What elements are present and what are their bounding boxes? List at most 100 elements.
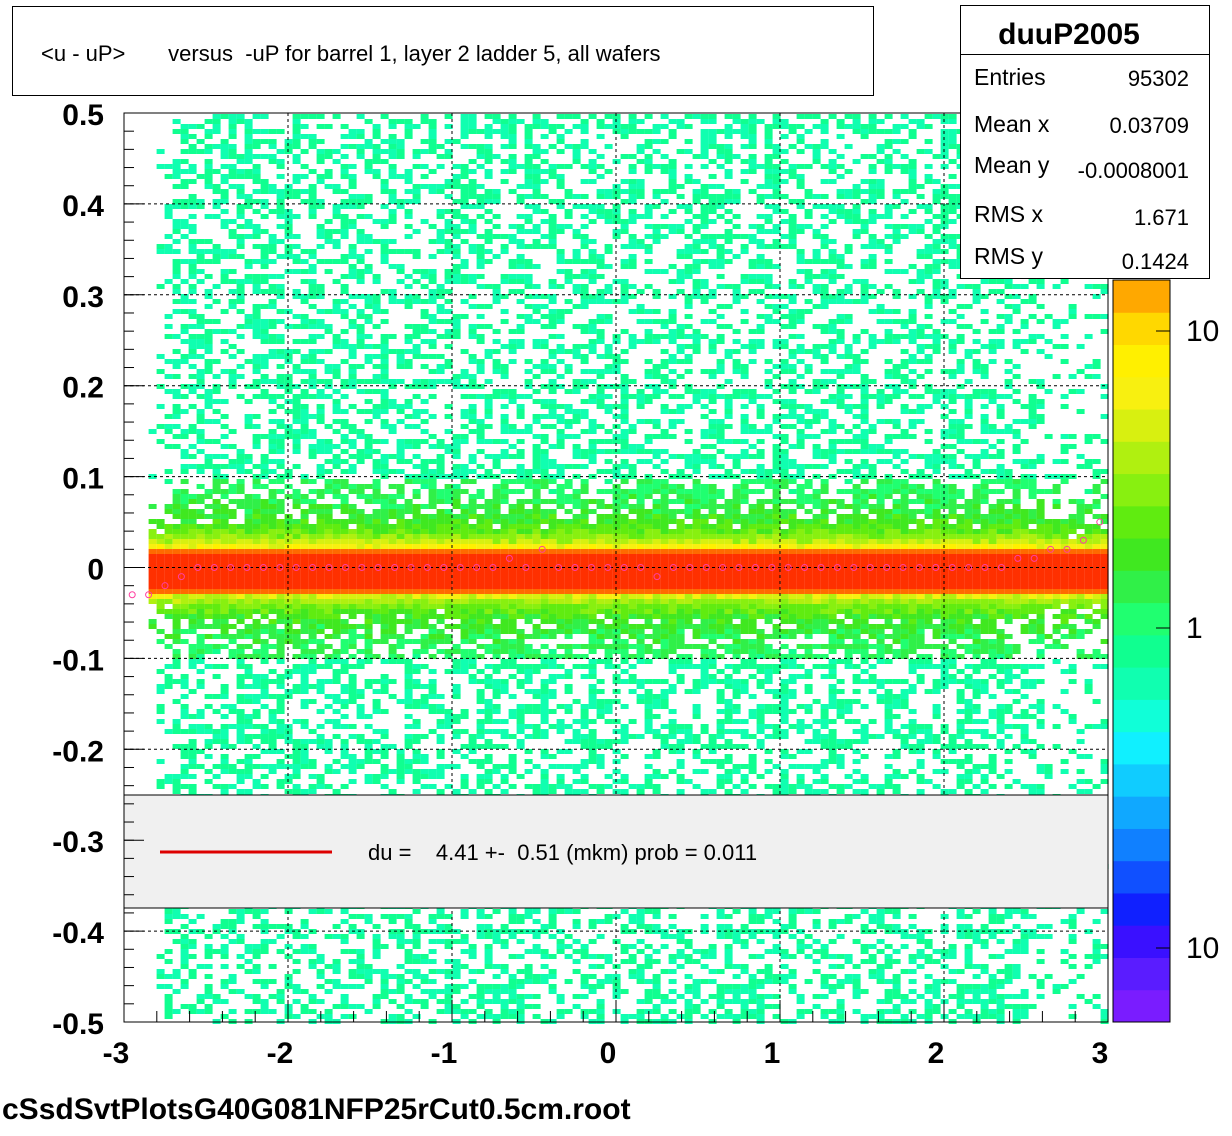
heatmap-cell xyxy=(428,139,437,144)
heatmap-cell xyxy=(492,784,501,789)
heatmap-cell xyxy=(188,344,197,349)
heatmap-cell xyxy=(556,489,565,494)
heatmap-cell xyxy=(484,559,493,564)
heatmap-cell xyxy=(548,299,557,304)
heatmap-cell xyxy=(468,229,477,234)
heatmap-cell xyxy=(172,624,181,629)
heatmap-cell xyxy=(372,739,381,744)
heatmap-cell xyxy=(364,319,373,324)
heatmap-cell xyxy=(212,129,221,134)
heatmap-cell xyxy=(412,649,421,654)
heatmap-cell xyxy=(276,709,285,714)
heatmap-cell xyxy=(332,409,341,414)
heatmap-cell xyxy=(260,554,269,559)
heatmap-cell xyxy=(348,304,357,309)
heatmap-cell xyxy=(316,569,325,574)
heatmap-cell xyxy=(196,569,205,574)
heatmap-cell xyxy=(452,214,461,219)
heatmap-cell xyxy=(244,664,253,669)
heatmap-cell xyxy=(380,729,389,734)
heatmap-cell xyxy=(292,644,301,649)
heatmap-cell xyxy=(244,494,253,499)
heatmap-cell xyxy=(436,354,445,359)
heatmap-cell xyxy=(236,184,245,189)
heatmap-cell xyxy=(196,449,205,454)
heatmap-cell xyxy=(380,659,389,664)
heatmap-cell xyxy=(460,114,469,119)
heatmap-cell xyxy=(372,134,381,139)
heatmap-cell xyxy=(380,544,389,549)
heatmap-cell xyxy=(372,1004,381,1009)
heatmap-cell xyxy=(516,229,525,234)
heatmap-cell xyxy=(412,909,421,914)
heatmap-cell xyxy=(460,784,469,789)
heatmap-cell xyxy=(244,174,253,179)
heatmap-cell xyxy=(540,404,549,409)
heatmap-cell xyxy=(388,789,397,794)
heatmap-cell xyxy=(460,394,469,399)
heatmap-cell xyxy=(300,174,309,179)
heatmap-cell xyxy=(204,294,213,299)
heatmap-cell xyxy=(404,119,413,124)
heatmap-cell xyxy=(180,604,189,609)
heatmap-cell xyxy=(236,759,245,764)
heatmap-cell xyxy=(164,244,173,249)
heatmap-cell xyxy=(196,414,205,419)
heatmap-cell xyxy=(500,279,509,284)
heatmap-cell xyxy=(492,554,501,559)
heatmap-cell xyxy=(276,604,285,609)
heatmap-cell xyxy=(204,664,213,669)
heatmap-cell xyxy=(300,1009,309,1014)
heatmap-cell xyxy=(380,519,389,524)
heatmap-cell xyxy=(292,609,301,614)
heatmap-cell xyxy=(204,964,213,969)
heatmap-cell xyxy=(276,519,285,524)
heatmap-cell xyxy=(220,769,229,774)
heatmap-cell xyxy=(420,759,429,764)
heatmap-cell xyxy=(172,534,181,539)
heatmap-cell xyxy=(180,449,189,454)
heatmap-cell xyxy=(308,599,317,604)
heatmap-cell xyxy=(236,729,245,734)
heatmap-cell xyxy=(252,539,261,544)
heatmap-cell xyxy=(548,499,557,504)
heatmap-cell xyxy=(556,434,565,439)
heatmap-cell xyxy=(212,569,221,574)
heatmap-cell xyxy=(324,184,333,189)
heatmap-cell xyxy=(428,644,437,649)
heatmap-cell xyxy=(244,909,253,914)
heatmap-cell xyxy=(332,339,341,344)
heatmap-cell xyxy=(268,459,277,464)
heatmap-cell xyxy=(340,494,349,499)
heatmap-cell xyxy=(508,659,517,664)
heatmap-cell xyxy=(196,594,205,599)
heatmap-cell xyxy=(292,1014,301,1019)
heatmap-cell xyxy=(500,179,509,184)
heatmap-cell xyxy=(532,449,541,454)
heatmap-cell xyxy=(436,474,445,479)
heatmap-cell xyxy=(156,589,165,594)
heatmap-cell xyxy=(564,274,573,279)
heatmap-cell xyxy=(316,464,325,469)
heatmap-cell xyxy=(404,679,413,684)
heatmap-cell xyxy=(276,574,285,579)
heatmap-cell xyxy=(180,139,189,144)
heatmap-cell xyxy=(332,699,341,704)
heatmap-cell xyxy=(228,704,237,709)
heatmap-cell xyxy=(180,639,189,644)
heatmap-cell xyxy=(340,254,349,259)
heatmap-cell xyxy=(412,599,421,604)
heatmap-cell xyxy=(252,734,261,739)
heatmap-cell xyxy=(380,459,389,464)
heatmap-cell xyxy=(476,994,485,999)
heatmap-cell xyxy=(556,309,565,314)
heatmap-cell xyxy=(276,539,285,544)
heatmap-cell xyxy=(188,424,197,429)
heatmap-cell xyxy=(236,309,245,314)
heatmap-cell xyxy=(332,624,341,629)
heatmap-cell xyxy=(332,299,341,304)
heatmap-cell xyxy=(284,954,293,959)
heatmap-cell xyxy=(260,534,269,539)
heatmap-cell xyxy=(532,729,541,734)
heatmap-cell xyxy=(300,519,309,524)
